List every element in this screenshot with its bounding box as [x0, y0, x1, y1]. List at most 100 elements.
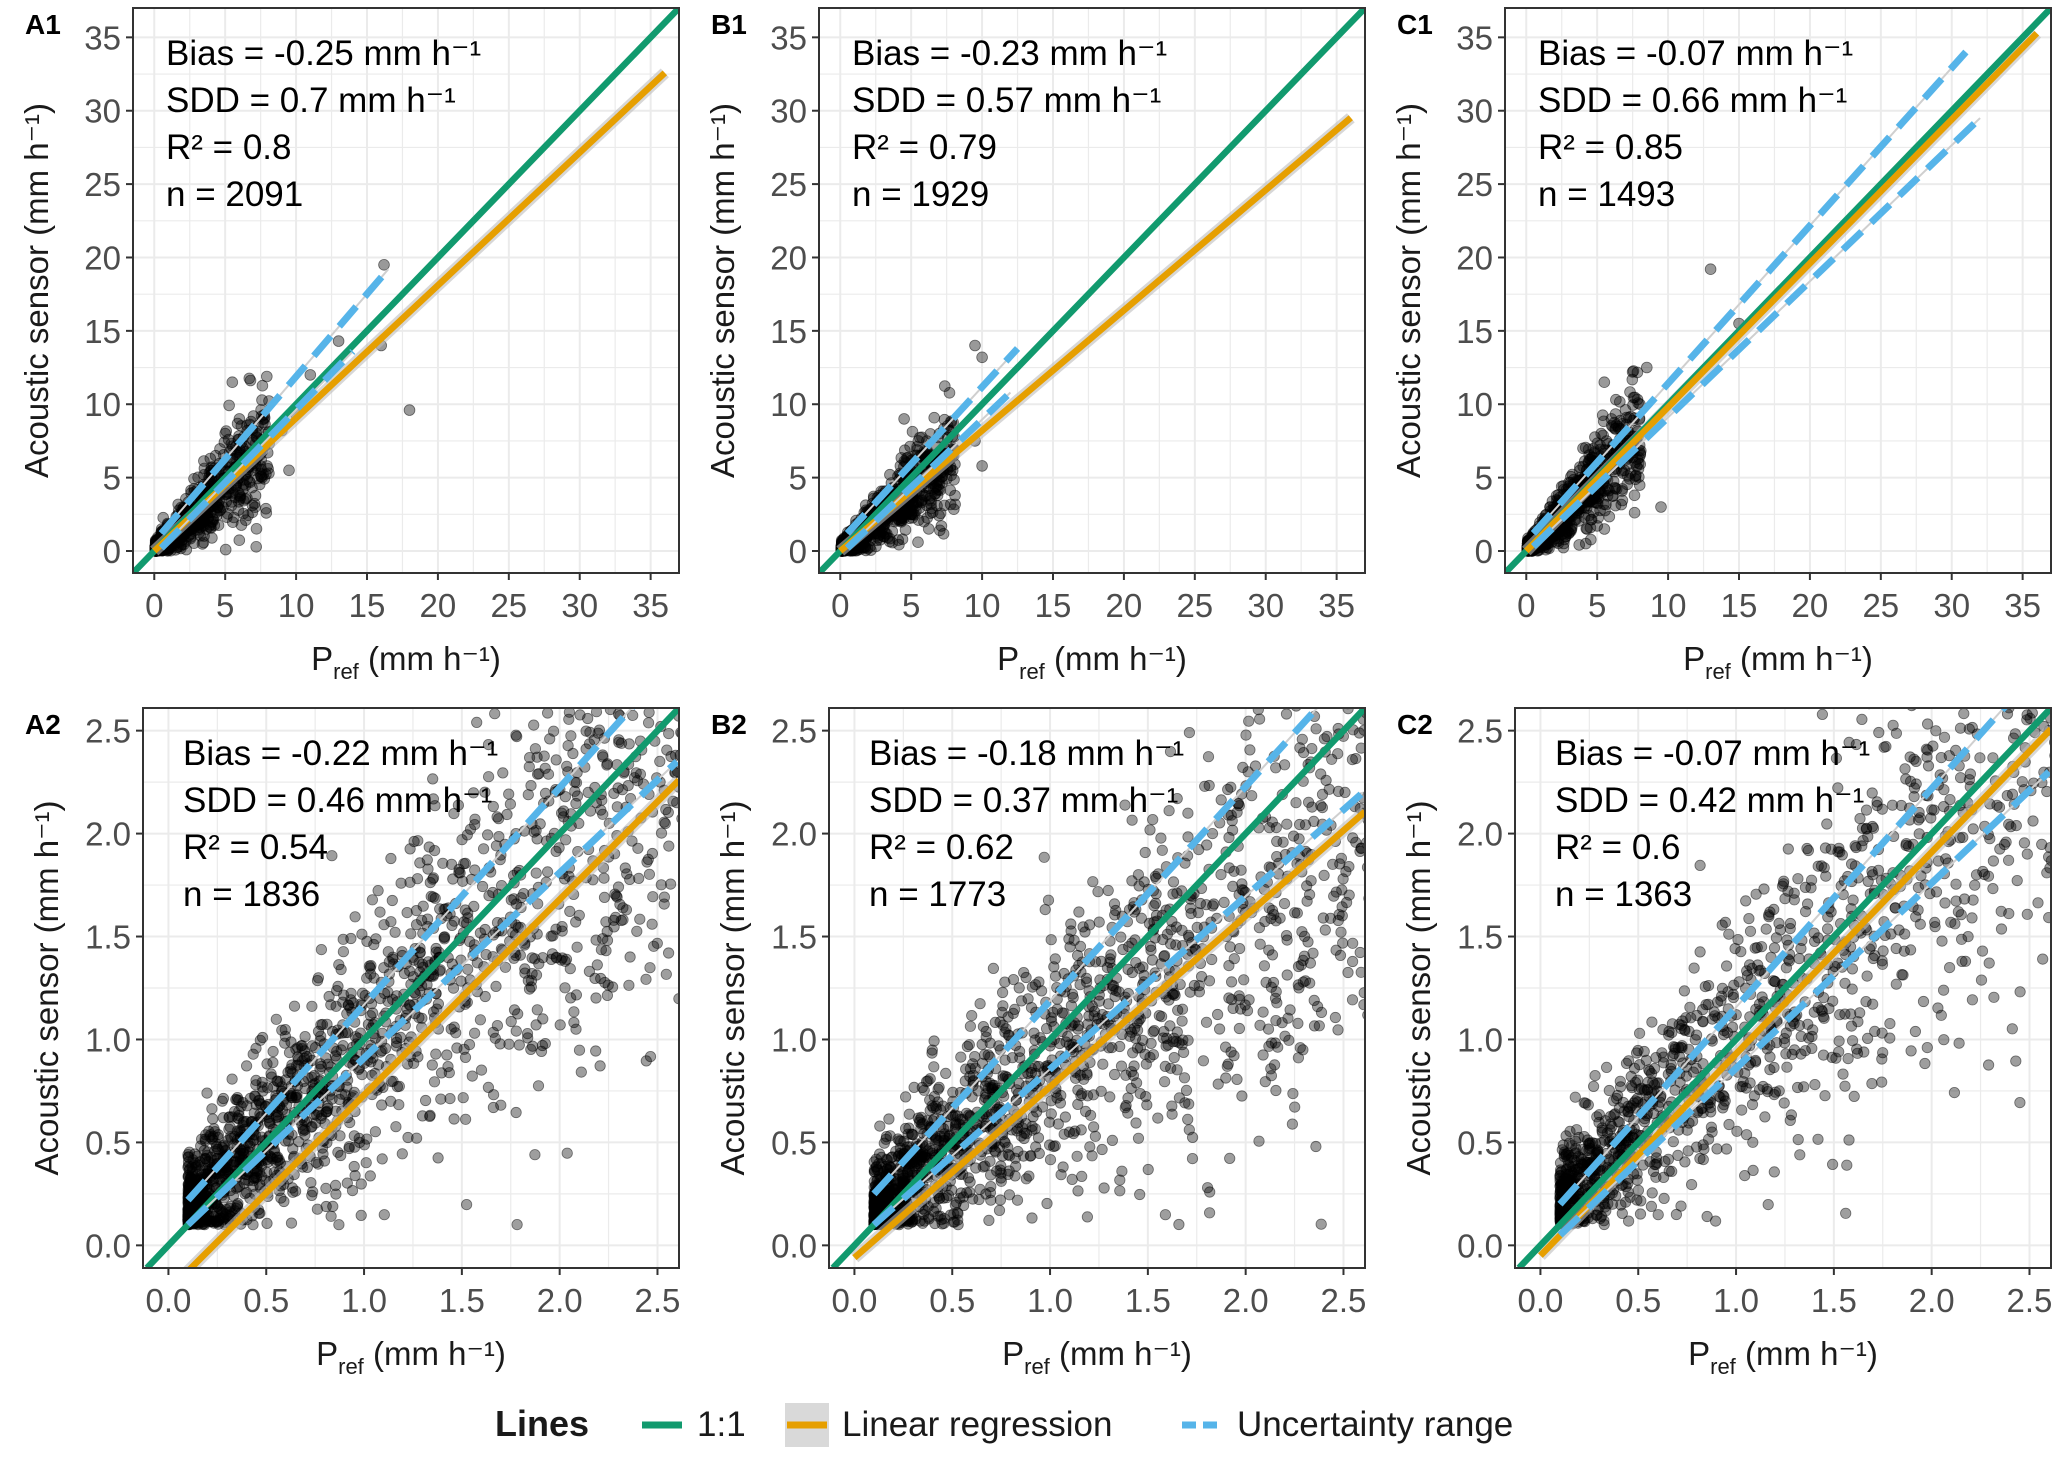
x-axis-title-unit: (mm h⁻¹)	[1045, 640, 1187, 677]
y-tick-label: 25	[1456, 166, 1493, 203]
uncertainty-guide-lower	[846, 391, 1012, 549]
x-tick-label: 20	[1792, 587, 1829, 624]
scatter-point	[376, 1153, 388, 1165]
scatter-point	[574, 665, 584, 675]
scatter-point	[180, 543, 193, 556]
scatter-point	[690, 618, 700, 628]
y-tick-label: 0	[1475, 533, 1493, 570]
y-tick-label: 35	[770, 19, 807, 56]
x-tick-label: 30	[1247, 587, 1284, 624]
scatter-point	[912, 536, 924, 548]
scatter-point	[493, 830, 505, 843]
scatter-point	[206, 1103, 218, 1115]
scatter-point	[223, 399, 235, 412]
scatter-point	[920, 499, 933, 512]
x-tick-label: 0	[1517, 587, 1535, 624]
stat-annotation: SDD = 0.66 mm h⁻¹	[1538, 81, 1847, 120]
y-tick-label: 35	[84, 19, 121, 56]
scatter-point	[1629, 391, 1641, 404]
scatter-point	[936, 476, 948, 489]
scatter-point	[530, 667, 540, 677]
y-tick-label: 25	[84, 166, 121, 203]
x-tick-label: 5	[902, 587, 920, 624]
scatter-point	[481, 829, 494, 841]
scatter-point	[949, 498, 961, 511]
scatter-point	[332, 335, 345, 347]
x-tick-label: 0	[831, 587, 849, 624]
scatter-point	[195, 516, 207, 529]
stat-annotation: R² = 0.8	[166, 128, 291, 167]
scatter-point	[222, 433, 235, 446]
uncertainty-lower-line	[158, 348, 356, 551]
scatter-point	[243, 475, 256, 488]
scatter-point	[571, 941, 583, 953]
scatter-point	[205, 522, 217, 534]
x-tick-label: 25	[490, 587, 527, 624]
scatter-point	[250, 522, 263, 535]
x-tick-label: 10	[964, 587, 1001, 624]
scatter-point	[1580, 522, 1593, 535]
y-tick-label: 30	[770, 93, 807, 130]
scatter-point	[233, 534, 246, 546]
scatter-point	[304, 369, 317, 381]
scatter-point	[256, 394, 268, 406]
x-axis-title: Pref (mm h⁻¹)	[997, 640, 1187, 684]
scatter-point	[691, 735, 701, 745]
y-tick-label: 30	[1456, 93, 1493, 130]
scatter-point	[691, 552, 701, 562]
scatter-point	[476, 880, 489, 893]
scatter-point	[623, 672, 633, 682]
scatter-point	[589, 664, 599, 674]
scatter-point	[929, 487, 942, 500]
scatter-point	[1588, 446, 1601, 459]
scatter-point	[204, 452, 217, 465]
y-tick-label: 0	[103, 533, 121, 570]
scatter-point	[243, 372, 256, 385]
scatter-point	[689, 641, 699, 651]
scatter-point	[285, 1217, 298, 1229]
y-tick-label: 5	[103, 460, 121, 497]
scatter-point	[683, 696, 693, 706]
scatter-point	[697, 593, 707, 603]
x-axis-title-subscript: ref	[333, 659, 360, 684]
scatter-point	[222, 507, 234, 520]
x-axis-title-symbol: P	[997, 640, 1019, 677]
uncertainty-upper-line	[158, 266, 391, 536]
scatter-point	[462, 963, 474, 975]
scatter-point	[682, 919, 692, 929]
scatter-point	[441, 1049, 453, 1061]
scatter-point	[503, 788, 515, 800]
x-axis-title-symbol: P	[1683, 640, 1705, 677]
x-tick-label: 0	[145, 587, 163, 624]
scatter-point	[624, 951, 636, 963]
scatter-point	[1609, 499, 1622, 512]
scatter-point	[510, 1025, 522, 1037]
scatter-point	[688, 662, 698, 672]
scatter-point	[260, 507, 273, 519]
x-axis-title-unit: (mm h⁻¹)	[359, 640, 501, 677]
scatter-point	[471, 716, 483, 729]
stat-annotation: SDD = 0.7 mm h⁻¹	[166, 81, 456, 120]
stat-annotation: SDD = 0.57 mm h⁻¹	[852, 81, 1161, 120]
scatter-point	[226, 376, 239, 389]
scatter-point	[904, 440, 916, 453]
scatter-point	[247, 410, 260, 422]
scatter-point	[256, 471, 268, 484]
scatter-point	[511, 1219, 523, 1231]
scatter-point	[235, 519, 248, 531]
scatter-point	[682, 602, 692, 612]
stat-annotation: n = 2091	[166, 175, 303, 214]
x-tick-label: 10	[278, 587, 315, 624]
x-axis-title: Pref (mm h⁻¹)	[1683, 640, 1873, 684]
scatter-point	[886, 536, 899, 549]
x-axis-title-subscript: ref	[1705, 659, 1732, 684]
x-tick-label: 25	[1862, 587, 1899, 624]
x-axis-title-unit: (mm h⁻¹)	[1731, 640, 1873, 677]
scatter-point	[928, 411, 940, 424]
scatter-point	[1620, 411, 1633, 424]
fit-lines	[819, 8, 1365, 573]
scatter-point	[1628, 489, 1641, 502]
scatter-point	[694, 504, 704, 514]
scatter-point	[219, 427, 232, 440]
